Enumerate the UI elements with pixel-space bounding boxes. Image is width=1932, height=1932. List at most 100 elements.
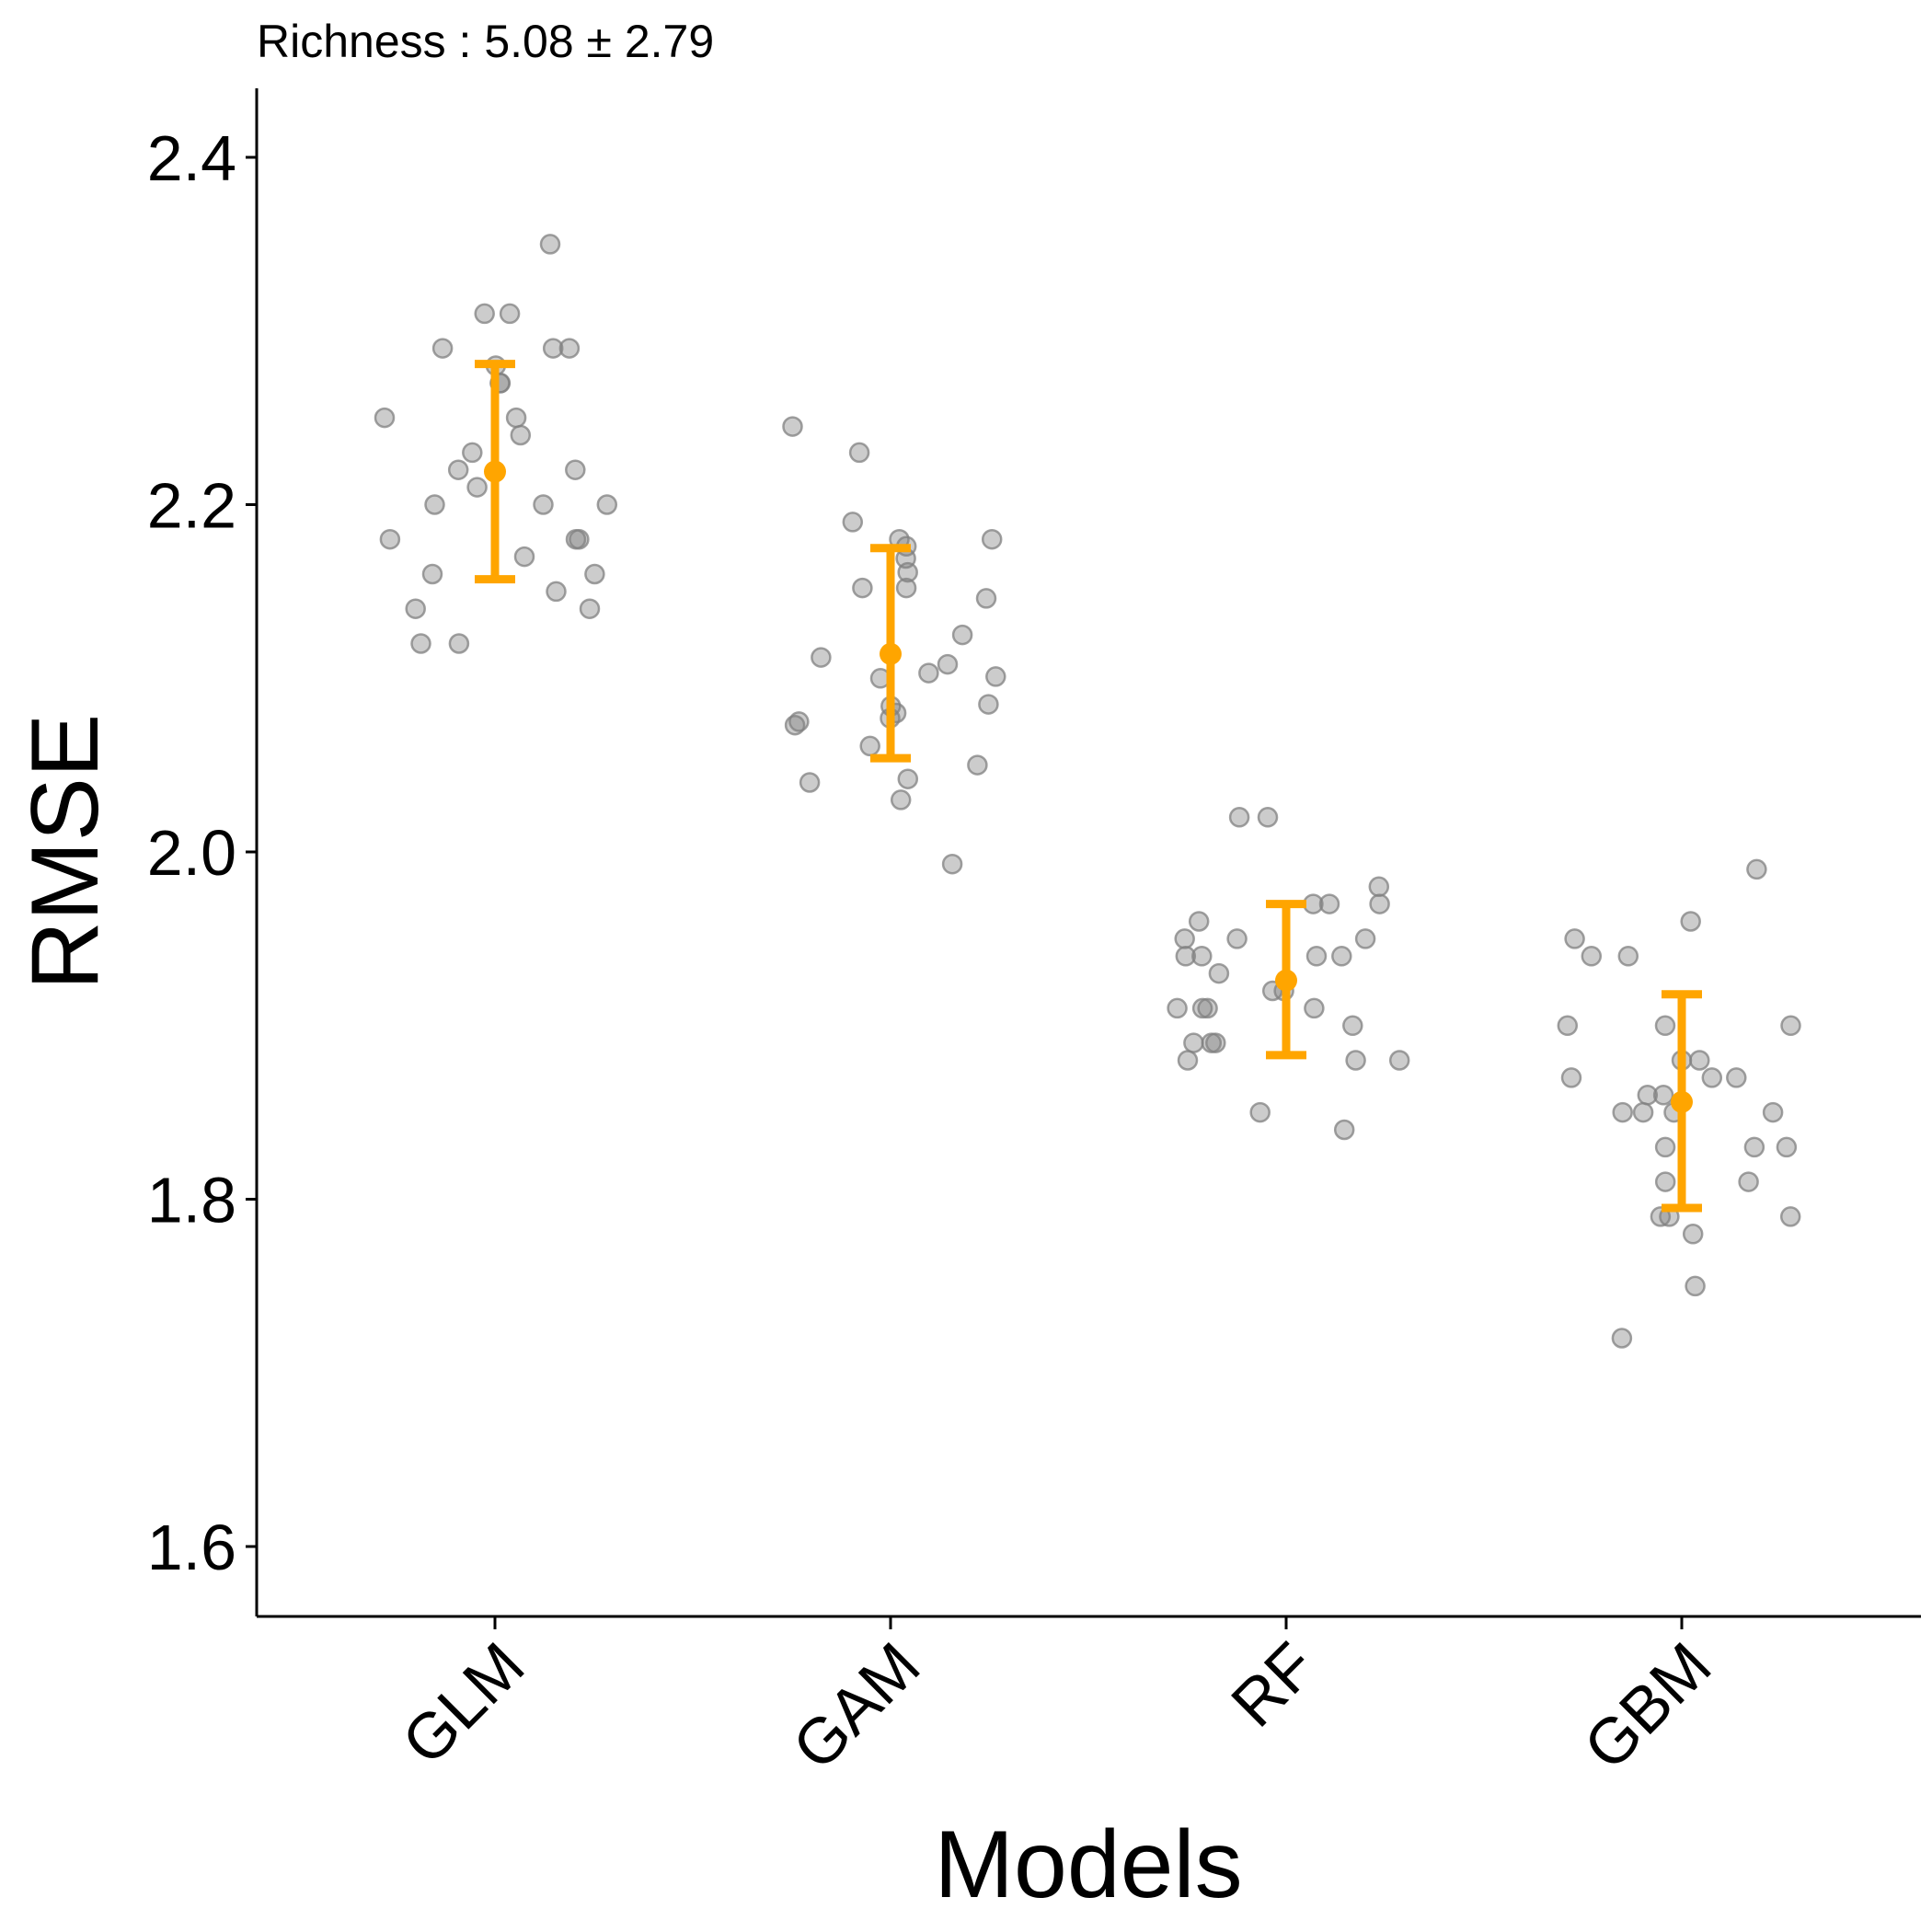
x-tick-label: GAM bbox=[779, 1628, 934, 1783]
data-point bbox=[1779, 1206, 1801, 1227]
data-point bbox=[474, 303, 495, 325]
data-point bbox=[1249, 1101, 1271, 1123]
data-point bbox=[1632, 1101, 1654, 1123]
data-point bbox=[1654, 1171, 1676, 1192]
data-point bbox=[596, 494, 618, 515]
data-point bbox=[981, 528, 1003, 550]
data-point bbox=[1175, 946, 1197, 967]
data-point bbox=[1612, 1101, 1633, 1123]
data-point bbox=[499, 303, 521, 325]
data-point bbox=[1174, 928, 1195, 949]
data-point bbox=[510, 424, 532, 446]
data-point bbox=[784, 714, 806, 736]
data-point bbox=[1762, 1101, 1784, 1123]
x-tick-label: RF bbox=[1217, 1628, 1328, 1740]
data-point bbox=[579, 598, 601, 619]
data-point bbox=[405, 598, 426, 619]
data-point bbox=[1746, 858, 1767, 880]
mean-point bbox=[880, 642, 902, 665]
data-point bbox=[1228, 807, 1250, 828]
data-point bbox=[448, 633, 470, 654]
x-axis-label: Models bbox=[934, 1811, 1242, 1918]
data-point bbox=[859, 735, 880, 757]
data-point bbox=[379, 528, 401, 550]
data-point bbox=[782, 416, 803, 437]
chart-subtitle: Richness : 5.08 ± 2.79 bbox=[257, 16, 714, 67]
data-point bbox=[1304, 997, 1325, 1019]
data-point bbox=[1652, 1085, 1674, 1106]
data-point bbox=[1333, 1119, 1355, 1141]
data-point bbox=[584, 563, 605, 585]
y-tick-label: 1.8 bbox=[147, 1165, 236, 1236]
data-point bbox=[1318, 893, 1340, 914]
data-point bbox=[565, 528, 587, 550]
data-point bbox=[447, 459, 469, 480]
data-point bbox=[918, 662, 939, 684]
data-point bbox=[895, 577, 917, 599]
data-point bbox=[421, 563, 443, 585]
data-point bbox=[1191, 946, 1213, 967]
data-point bbox=[1368, 876, 1390, 898]
data-point bbox=[897, 561, 918, 583]
data-point bbox=[1680, 911, 1701, 932]
data-point bbox=[1617, 946, 1639, 967]
y-tick-label: 2.2 bbox=[147, 470, 236, 542]
data-point bbox=[1701, 1067, 1723, 1088]
mean-errorbars bbox=[475, 360, 1702, 1213]
data-point bbox=[1388, 1050, 1410, 1071]
data-point bbox=[799, 772, 821, 793]
mean-point bbox=[1275, 969, 1297, 992]
data-point bbox=[978, 694, 999, 715]
data-point bbox=[848, 442, 870, 464]
data-point bbox=[1780, 1015, 1801, 1037]
data-point bbox=[1188, 911, 1210, 932]
data-point bbox=[842, 512, 864, 533]
data-point bbox=[533, 494, 554, 515]
data-point bbox=[424, 494, 445, 515]
data-point bbox=[1305, 946, 1328, 967]
data-point bbox=[985, 666, 1006, 687]
data-point bbox=[1201, 1032, 1223, 1053]
data-point bbox=[1611, 1328, 1633, 1349]
data-point bbox=[1581, 946, 1603, 967]
data-point bbox=[1226, 928, 1248, 949]
data-point bbox=[1177, 1050, 1199, 1071]
data-point bbox=[1560, 1067, 1582, 1088]
data-point bbox=[1776, 1136, 1798, 1158]
y-ticks: 1.6 1.8 2.0 2.2 2.4 bbox=[147, 122, 257, 1583]
data-point bbox=[1743, 1136, 1765, 1158]
data-point bbox=[890, 789, 912, 811]
data-point bbox=[1689, 1050, 1710, 1071]
data-point bbox=[1208, 962, 1230, 984]
data-point bbox=[1738, 1171, 1759, 1192]
x-tick-label: GLM bbox=[388, 1628, 537, 1777]
y-tick-label: 2.4 bbox=[147, 122, 236, 194]
data-point bbox=[1726, 1067, 1747, 1088]
data-point bbox=[1342, 1015, 1363, 1037]
x-tick-label: GBM bbox=[1570, 1628, 1725, 1783]
data-point bbox=[975, 588, 997, 609]
y-axis-label: RMSE bbox=[12, 714, 119, 990]
data-point bbox=[1167, 997, 1188, 1019]
data-point bbox=[505, 407, 527, 429]
x-ticks: GLM GAM RF GBM bbox=[388, 1616, 1725, 1783]
data-point bbox=[1257, 807, 1279, 828]
data-points bbox=[374, 234, 1801, 1349]
data-point bbox=[1191, 997, 1213, 1019]
data-point bbox=[897, 768, 919, 789]
data-point bbox=[811, 647, 832, 668]
data-point bbox=[374, 407, 396, 429]
mean-point bbox=[1671, 1090, 1693, 1113]
data-point bbox=[1345, 1050, 1366, 1071]
y-tick-label: 2.0 bbox=[147, 817, 236, 889]
data-point bbox=[1557, 1015, 1579, 1037]
data-point bbox=[1637, 1085, 1659, 1106]
data-point bbox=[1331, 946, 1352, 967]
data-point bbox=[1197, 997, 1218, 1019]
data-point bbox=[466, 477, 488, 498]
data-point bbox=[558, 338, 581, 359]
data-point bbox=[513, 546, 535, 568]
data-point bbox=[1354, 928, 1376, 949]
data-point bbox=[1682, 1224, 1704, 1245]
data-point bbox=[1654, 1136, 1676, 1158]
